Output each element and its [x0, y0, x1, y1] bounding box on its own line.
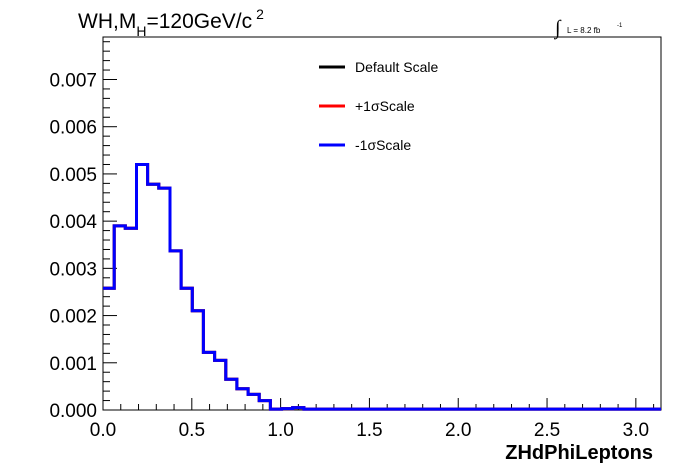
y-tick-label: 0.004 [49, 212, 97, 233]
y-tick-label: 0.006 [49, 118, 97, 139]
legend-label: Default Scale [355, 59, 438, 75]
x-tick-label: 1.5 [356, 420, 382, 441]
legend-label: -1σScale [355, 137, 411, 153]
luminosity-unit-exponent: -1 [617, 23, 623, 29]
title-subscript: H [136, 23, 146, 39]
x-axis: 0.0 0.5 1.0 1.5 2.0 2.5 3.0 [90, 398, 655, 441]
legend-label: +1σScale [355, 98, 415, 114]
x-tick-label: 2.5 [534, 420, 560, 441]
svg-text:WH,MH=120GeV/c2: WH,MH=120GeV/c 2 [78, 6, 264, 39]
series-line-3 [103, 163, 661, 411]
x-axis-label: ZHdPhiLeptons [505, 442, 653, 464]
x-tick-label: 2.0 [445, 420, 471, 441]
luminosity-label: ∫ L = 8.2 fb -1 [553, 17, 623, 40]
legend: Default Scale +1σScale -1σScale [319, 59, 438, 153]
y-tick-label: 0.003 [49, 259, 97, 280]
series-layer [103, 163, 661, 411]
y-axis: 0.000 0.001 0.002 0.003 0.004 0.005 0.006 0.007 [49, 41, 117, 422]
title-suffix: =120GeV/c [146, 10, 252, 33]
x-tick-label: 1.0 [267, 420, 293, 441]
y-tick-label: 0.000 [49, 401, 97, 422]
chart-title: WH,MH=120GeV/c 2 [78, 6, 264, 39]
y-tick-label: 0.001 [49, 354, 97, 375]
x-tick-label: 0.0 [90, 420, 116, 441]
integral-symbol: ∫ [553, 17, 562, 40]
x-tick-label: 3.0 [623, 420, 649, 441]
x-tick-label: 0.5 [179, 420, 205, 441]
plot-frame [102, 36, 662, 411]
y-tick-label: 0.007 [49, 70, 97, 91]
y-tick-label: 0.005 [49, 165, 97, 186]
y-tick-label: 0.002 [49, 307, 97, 328]
title-prefix: WH,M [78, 10, 136, 33]
title-superscript: 2 [256, 6, 264, 22]
luminosity-value: L = 8.2 fb [567, 26, 601, 35]
